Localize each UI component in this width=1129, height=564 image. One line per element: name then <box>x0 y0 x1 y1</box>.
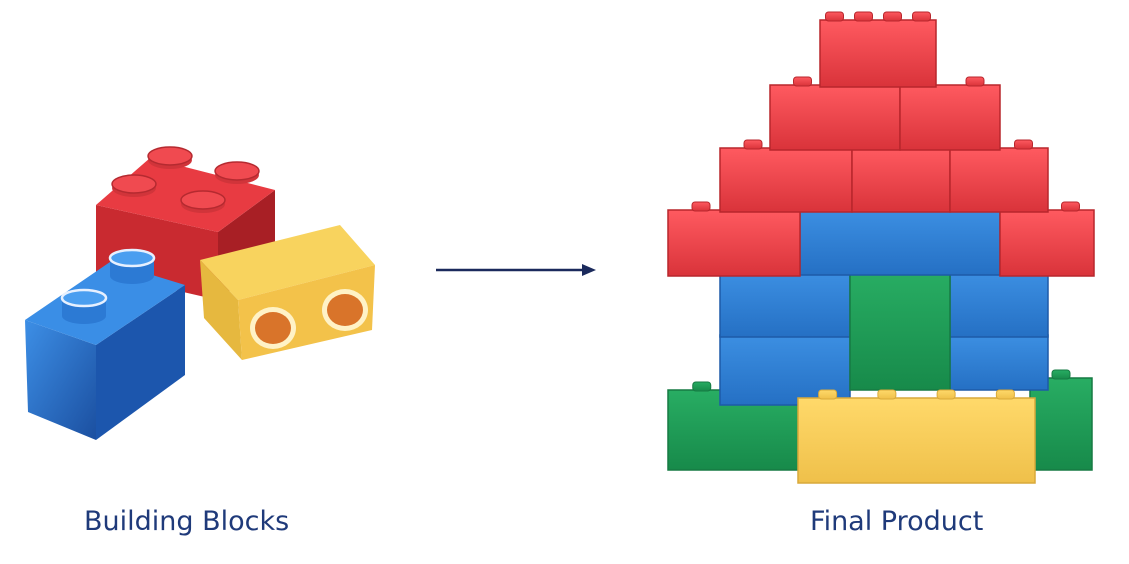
roof-brick-eave-right <box>999 201 1095 277</box>
right-arrow-icon <box>436 264 596 276</box>
blue-lintel-brick <box>799 209 1001 276</box>
roof-brick-row2-b <box>899 76 1001 151</box>
yellow-front-brick <box>797 389 1036 484</box>
green-brick-right <box>1029 369 1093 471</box>
caption-final-product: Final Product <box>810 506 983 537</box>
green-door-brick <box>849 271 951 391</box>
roof-brick-row3-a <box>719 139 853 213</box>
brick-house-illustration <box>667 11 1095 484</box>
blue-brick-upper-right <box>949 271 1049 338</box>
roof-brick-row3-c <box>949 139 1049 213</box>
caption-building-blocks: Building Blocks <box>84 506 289 537</box>
blue-brick-lower-right <box>949 334 1049 391</box>
blue-brick-upper-left <box>719 271 851 338</box>
roof-brick-top <box>819 11 937 88</box>
roof-brick-row3-b <box>851 147 951 213</box>
yellow-brick <box>200 225 375 360</box>
blue-brick <box>25 248 185 440</box>
roof-brick-row2-a <box>769 76 901 151</box>
roof-brick-eave-left <box>667 201 801 277</box>
loose-bricks-illustration <box>25 146 375 440</box>
